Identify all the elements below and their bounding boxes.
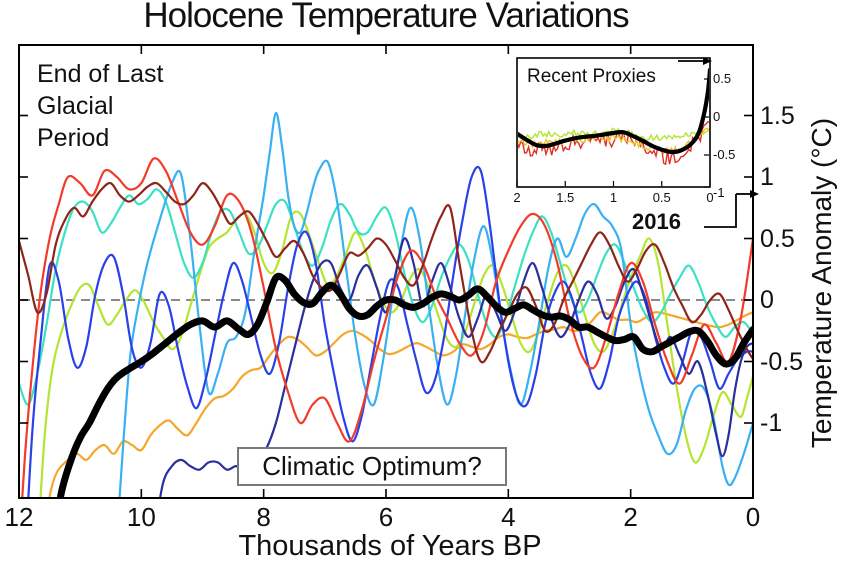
series-inset-average bbox=[518, 68, 709, 155]
x-axis-label: Thousands of Years BP bbox=[238, 530, 542, 562]
series-average bbox=[56, 272, 752, 497]
annotation-arrows bbox=[678, 57, 759, 228]
series-proxy-blue bbox=[27, 165, 752, 497]
series-proxy-chartreuse bbox=[39, 210, 752, 497]
y-tick-label: 0.5 bbox=[760, 224, 795, 253]
inset-border bbox=[516, 57, 711, 188]
axis-ticks bbox=[18, 46, 754, 497]
x-tick-label: 8 bbox=[256, 502, 271, 532]
y-tick-label: 0 bbox=[760, 286, 774, 314]
inset-y-tick-label: 0.5 bbox=[713, 71, 732, 86]
chart-title: Holocene Temperature Variations bbox=[143, 0, 629, 35]
end-of-glacial-annotation: End of Last Glacial Period bbox=[37, 60, 164, 152]
year-2016-bracket bbox=[704, 194, 737, 228]
year-2016-arrowhead bbox=[750, 190, 759, 198]
climatic-optimum-annotation: Climatic Optimum? bbox=[237, 447, 507, 486]
inset-ticks bbox=[516, 78, 711, 188]
y-tick-label: 1.5 bbox=[760, 101, 795, 130]
inset-x-tick-label: 1.5 bbox=[556, 190, 575, 205]
x-tick-label: 4 bbox=[501, 502, 516, 532]
x-tick-label: 12 bbox=[4, 502, 34, 532]
x-tick-label: 2 bbox=[623, 502, 638, 532]
series-proxy-darkred bbox=[20, 181, 752, 364]
inset-x-tick-label: 2 bbox=[513, 190, 521, 205]
inset-title: Recent Proxies bbox=[527, 66, 656, 87]
y-tick-label: -0.5 bbox=[760, 347, 804, 376]
year-2016-annotation: 2016 bbox=[632, 209, 681, 234]
inset-x-tick-label: 0 bbox=[706, 190, 714, 205]
inset-y-tick-label: -1 bbox=[713, 185, 725, 200]
x-tick-label: 10 bbox=[126, 502, 156, 532]
inset-y-tick-label: -0.5 bbox=[713, 147, 736, 162]
inset-series-group bbox=[518, 68, 709, 166]
x-tick-label: 6 bbox=[378, 502, 394, 532]
x-tick-label: 0 bbox=[745, 502, 761, 532]
plot-border bbox=[18, 44, 754, 499]
series-proxy-skyblue bbox=[118, 111, 752, 497]
inset-x-tick-label: 0.5 bbox=[652, 190, 671, 205]
y-tick-label: -1 bbox=[760, 409, 783, 437]
inset-offscale-arrowhead bbox=[703, 57, 712, 65]
inset-x-tick-label: 1 bbox=[609, 190, 618, 205]
y-axis-label: Temperature Anomaly (°C) bbox=[806, 117, 837, 449]
y-tick-label: 1 bbox=[760, 163, 774, 191]
inset-y-tick-label: 0 bbox=[713, 109, 721, 124]
series-proxy-red bbox=[21, 157, 752, 497]
series-inset-green bbox=[521, 127, 709, 142]
series-proxy-orange bbox=[48, 310, 752, 497]
